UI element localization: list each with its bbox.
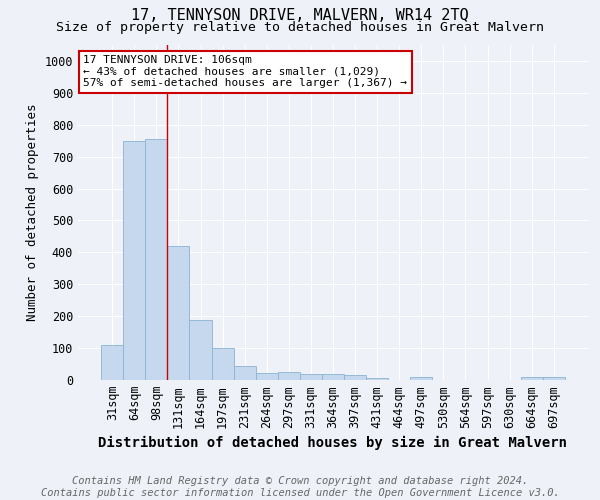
Bar	[123, 140, 145, 380]
Bar	[233, 366, 256, 380]
Bar	[101, 345, 123, 380]
Text: Contains HM Land Registry data © Crown copyright and database right 2024.
Contai: Contains HM Land Registry data © Crown c…	[41, 476, 559, 498]
Bar	[278, 372, 300, 380]
Bar	[190, 320, 212, 380]
Bar	[521, 378, 543, 380]
Text: 17 TENNYSON DRIVE: 106sqm
← 43% of detached houses are smaller (1,029)
57% of se: 17 TENNYSON DRIVE: 106sqm ← 43% of detac…	[83, 55, 407, 88]
Bar	[256, 373, 278, 380]
Bar	[212, 348, 233, 380]
Text: 17, TENNYSON DRIVE, MALVERN, WR14 2TQ: 17, TENNYSON DRIVE, MALVERN, WR14 2TQ	[131, 8, 469, 22]
X-axis label: Distribution of detached houses by size in Great Malvern: Distribution of detached houses by size …	[98, 436, 568, 450]
Bar	[410, 378, 433, 380]
Bar	[344, 375, 366, 380]
Bar	[167, 246, 190, 380]
Text: Size of property relative to detached houses in Great Malvern: Size of property relative to detached ho…	[56, 21, 544, 34]
Bar	[300, 374, 322, 380]
Bar	[322, 374, 344, 380]
Bar	[145, 139, 167, 380]
Bar	[543, 378, 565, 380]
Bar	[366, 378, 388, 380]
Y-axis label: Number of detached properties: Number of detached properties	[26, 104, 39, 322]
